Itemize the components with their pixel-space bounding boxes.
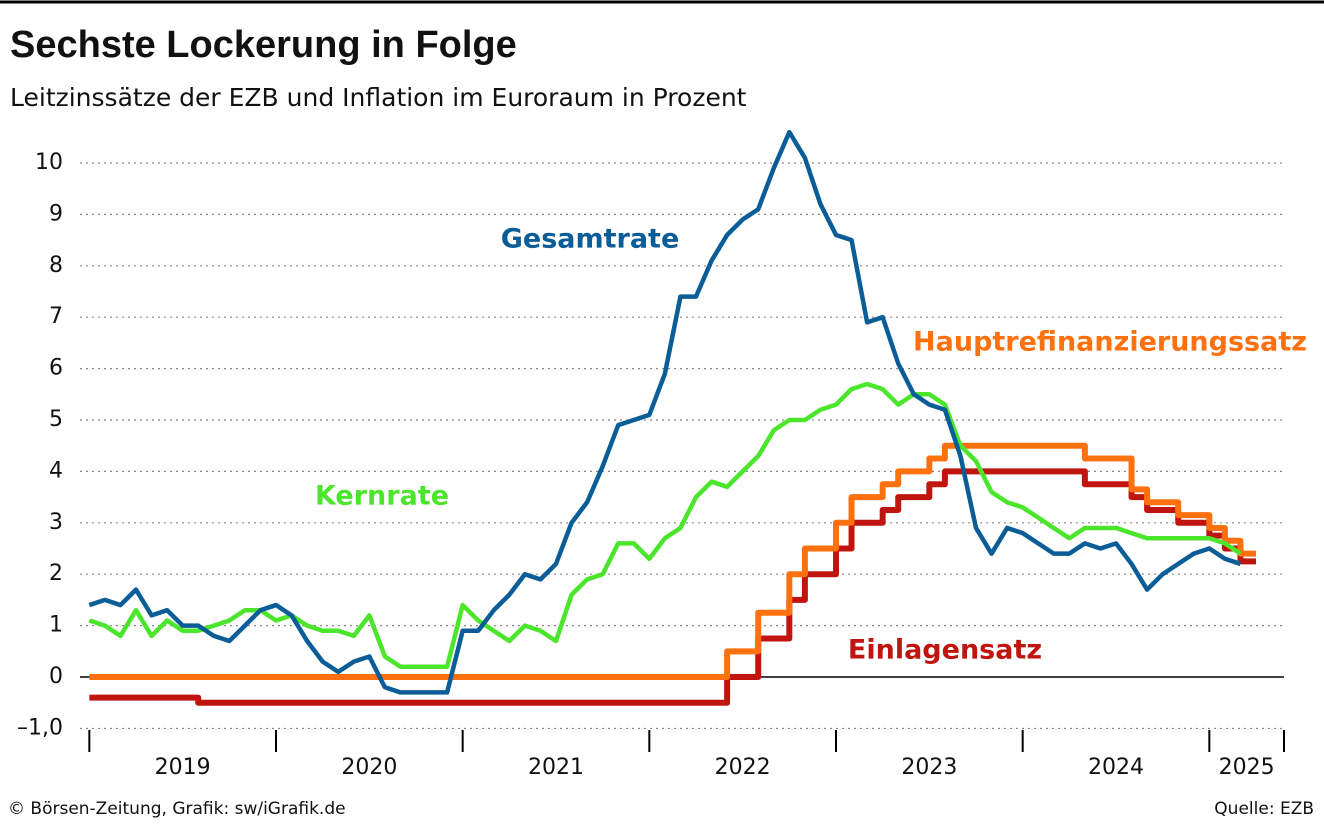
- y-tick-label: 3: [49, 510, 63, 535]
- x-tick-label: 2020: [341, 755, 397, 780]
- series-label: Kernrate: [315, 481, 449, 512]
- series-label: Hauptrefinanzierungssatz: [913, 327, 1307, 358]
- y-tick-label: 7: [49, 304, 63, 329]
- x-tick-label: 2023: [901, 755, 957, 780]
- y-tick-label: 9: [49, 201, 63, 226]
- series-label: Einlagensatz: [848, 635, 1042, 666]
- y-tick-label: 1: [49, 613, 63, 638]
- chart-title: Sechste Lockerung in Folge: [10, 24, 517, 66]
- series-line: [88, 129, 1242, 695]
- y-tick-label: 2: [49, 561, 63, 586]
- series-line: [89, 442, 1256, 681]
- y-tick-label: 4: [49, 458, 63, 483]
- chart-subtitle: Leitzinssätze der EZB und Inflation im E…: [10, 83, 747, 112]
- y-tick-label: 6: [49, 356, 63, 381]
- series-line: [89, 468, 1256, 706]
- x-tick-label: 2019: [155, 755, 211, 780]
- y-tick-label: 8: [49, 253, 63, 278]
- x-tick-label: 2024: [1088, 755, 1144, 780]
- x-tick-label: 2022: [715, 755, 771, 780]
- credit: © Börsen-Zeitung, Grafik: sw/iGrafik.de: [8, 799, 346, 819]
- y-tick-label: 10: [35, 150, 63, 175]
- series-line: [88, 381, 1242, 669]
- x-tick-label: 2021: [528, 755, 584, 780]
- x-tick-label: 2025: [1219, 755, 1275, 780]
- y-tick-label: 0: [49, 664, 63, 689]
- source: Quelle: EZB: [1214, 799, 1314, 819]
- y-tick-label: –1,0: [17, 715, 63, 740]
- y-tick-label: 5: [49, 407, 63, 432]
- series-label: Gesamtrate: [501, 224, 680, 255]
